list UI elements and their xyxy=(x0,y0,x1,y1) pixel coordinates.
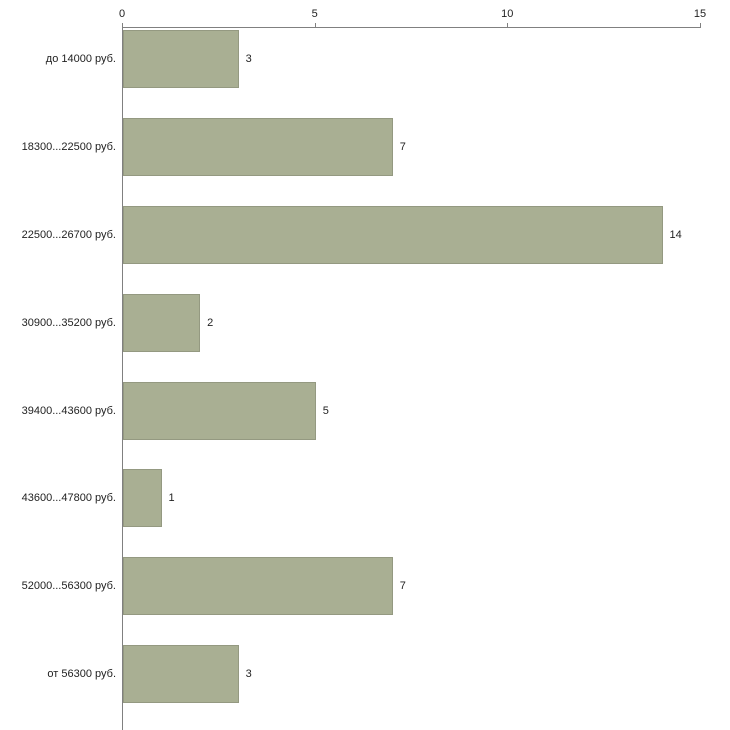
value-label: 5 xyxy=(322,404,329,417)
bar-row: 43600...47800 руб. 1 xyxy=(0,466,730,554)
category-label: 18300...22500 руб. xyxy=(21,140,116,153)
bar-row: 30900...35200 руб. 2 xyxy=(0,291,730,379)
x-tick-label: 10 xyxy=(501,8,514,20)
value-label: 1 xyxy=(168,492,175,505)
value-label: 14 xyxy=(669,228,682,241)
bar xyxy=(123,205,663,264)
value-label: 2 xyxy=(207,316,214,329)
value-label: 7 xyxy=(399,140,406,153)
category-label: до 14000 руб. xyxy=(45,53,116,65)
bar xyxy=(123,557,393,616)
bar-row: от 56300 руб. 3 xyxy=(0,642,730,730)
bar xyxy=(123,645,239,704)
bar-row: 52000...56300 руб. 7 xyxy=(0,554,730,642)
x-tick xyxy=(507,23,509,28)
x-tick-label: 0 xyxy=(118,8,126,20)
y-axis-line xyxy=(122,27,123,730)
value-label: 7 xyxy=(399,580,406,593)
x-tick xyxy=(700,23,701,28)
x-tick xyxy=(122,23,123,28)
x-tick-label: 5 xyxy=(311,8,318,20)
category-label: 30900...35200 руб. xyxy=(21,316,116,329)
bar xyxy=(123,117,393,176)
category-label: 39400...43600 руб. xyxy=(21,404,116,417)
bar xyxy=(123,30,239,88)
x-axis-line xyxy=(122,27,701,28)
bar-row: 18300...22500 руб. 7 xyxy=(0,115,730,203)
category-label: от 56300 руб. xyxy=(47,668,116,681)
x-tick xyxy=(314,23,316,28)
value-label: 3 xyxy=(245,53,252,65)
bar-row: 39400...43600 руб. 5 xyxy=(0,379,730,467)
category-label: 43600...47800 руб. xyxy=(21,492,116,505)
value-label: 3 xyxy=(245,668,252,681)
category-label: 22500...26700 руб. xyxy=(21,228,116,241)
bar-row: до 14000 руб. 3 xyxy=(0,27,730,115)
bar-row: 22500...26700 руб. 14 xyxy=(0,203,730,291)
bar xyxy=(123,381,316,440)
x-tick-label: 15 xyxy=(693,8,707,20)
bar xyxy=(123,469,162,528)
bar xyxy=(123,293,201,352)
category-label: 52000...56300 руб. xyxy=(21,580,116,593)
